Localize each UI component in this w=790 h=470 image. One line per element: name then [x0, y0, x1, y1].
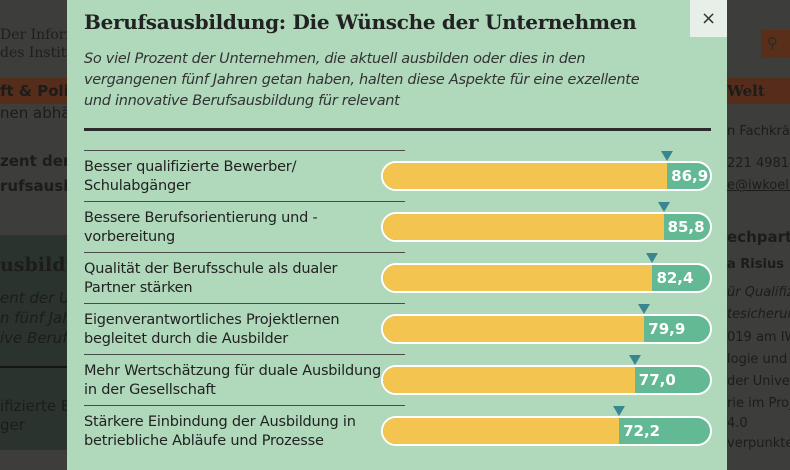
bar-track: 72,2	[381, 416, 712, 446]
bar-fill	[383, 418, 620, 444]
bg-text: rie im Proje	[727, 396, 790, 411]
bg-chart-preview	[0, 235, 67, 450]
bg-text: ive Berufs	[0, 329, 67, 347]
bg-text: 019 am IW	[727, 330, 790, 345]
chart-modal: × Berufsausbildung: Die Wünsche der Unte…	[67, 0, 727, 470]
chart-row: Stärkere Einbindung der Ausbildung in be…	[84, 405, 712, 456]
bar-track: 82,4	[381, 263, 712, 293]
bar-fill	[383, 265, 653, 291]
bg-rule	[0, 366, 67, 368]
bg-text: ent der Un	[0, 289, 67, 307]
category-label: Besser qualifizierte Bewerber/ Schulabgä…	[84, 159, 297, 194]
modal-title: Berufsausbildung: Die Wünsche der Untern…	[84, 10, 637, 34]
bg-text: n Fachkräft	[727, 124, 790, 139]
chart-row: Eigenverantwortliches Projektlernen begl…	[84, 303, 712, 354]
bg-search-button: ⚲	[761, 30, 790, 58]
bg-text: ifizierte B	[0, 397, 67, 415]
chart-row: Qualität der Berufsschule als dualer Par…	[84, 252, 712, 303]
data-label: 79,9	[648, 320, 686, 338]
bg-text: tesicherung	[727, 307, 790, 322]
bg-text: nen abhän	[0, 104, 67, 122]
category-label: Mehr Wertschätzung für duale Ausbildung …	[84, 363, 381, 398]
bar-fill	[383, 163, 668, 189]
bar-fill	[383, 214, 664, 240]
bg-text: echpartn	[727, 228, 790, 246]
title-rule	[84, 128, 711, 131]
data-label: 77,0	[638, 371, 676, 389]
bar-track: 86,9	[381, 161, 712, 191]
bg-text: ger	[0, 416, 25, 434]
bg-text: verpunkte:	[727, 436, 790, 451]
bar-track: 77,0	[381, 365, 712, 395]
bar-track: 85,8	[381, 212, 712, 242]
category-label: Bessere Berufsorientierung und -vorberei…	[84, 210, 318, 245]
bg-text: zent der U	[0, 152, 67, 170]
value-marker	[661, 151, 674, 161]
bg-nav-item: Welt	[727, 82, 765, 100]
bg-nav-bar	[727, 78, 790, 104]
row-separator	[84, 303, 405, 304]
data-label: 85,8	[667, 218, 705, 236]
bg-text: Der Inforr	[0, 27, 67, 43]
close-button[interactable]: ×	[690, 0, 727, 37]
value-marker	[646, 253, 659, 263]
row-separator	[84, 405, 405, 406]
bg-text: n fünf Jah	[0, 309, 67, 327]
bg-nav-bar	[0, 78, 67, 104]
bg-text: logie und B	[727, 352, 790, 367]
chart-row: Bessere Berufsorientierung und -vorberei…	[84, 201, 712, 252]
value-marker	[657, 202, 670, 212]
bg-text: ür Qualifizi	[727, 285, 790, 300]
value-marker	[613, 406, 626, 416]
bg-text: e@iwkoeln	[727, 178, 790, 193]
value-marker	[638, 304, 651, 314]
bg-text: 221 4981-8	[727, 156, 790, 171]
bg-text: der Univers	[727, 374, 790, 389]
bg-text: a Risius	[727, 257, 784, 272]
bg-text: 4.0	[727, 416, 748, 431]
modal-subtitle: So viel Prozent der Unternehmen, die akt…	[84, 51, 640, 109]
row-separator	[84, 354, 405, 355]
category-label: Eigenverantwortliches Projektlernen begl…	[84, 312, 340, 347]
bar-track: 79,9	[381, 314, 712, 344]
chart-row: Mehr Wertschätzung für duale Ausbildung …	[84, 354, 712, 405]
data-label: 72,2	[623, 422, 661, 440]
bar-fill	[383, 316, 645, 342]
chart-row: Besser qualifizierte Bewerber/ Schulabgä…	[84, 150, 712, 201]
bg-text: des Institu	[0, 45, 67, 61]
row-separator	[84, 201, 405, 202]
value-marker	[628, 355, 641, 365]
bar-fill	[383, 367, 635, 393]
data-label: 86,9	[671, 167, 709, 185]
category-label: Stärkere Einbindung der Ausbildung in be…	[84, 414, 356, 449]
bg-text: rufsausbi	[0, 177, 67, 195]
data-label: 82,4	[656, 269, 694, 287]
row-separator	[84, 252, 405, 253]
bg-text: usbildu	[0, 254, 67, 276]
bg-nav-item: ft & Poli	[0, 82, 67, 100]
row-separator	[84, 150, 405, 151]
category-label: Qualität der Berufsschule als dualer Par…	[84, 261, 338, 296]
close-icon: ×	[700, 8, 717, 29]
